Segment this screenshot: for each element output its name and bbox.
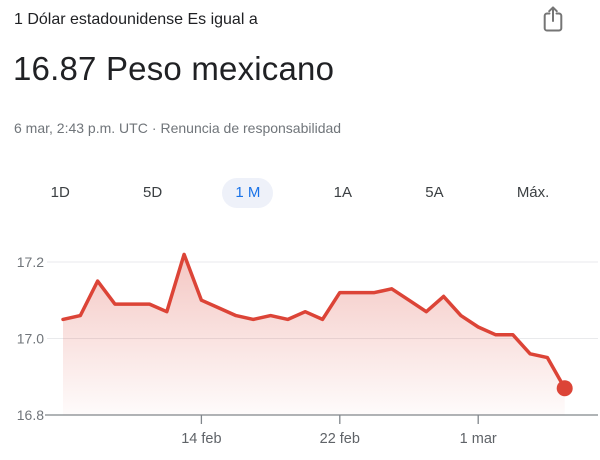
current-value-dot [556,380,573,397]
series-area-fill [63,254,565,415]
meta-separator: · [151,120,157,136]
x-axis-label: 1 mar [460,431,497,447]
tab-5d[interactable]: 5D [130,178,175,208]
timestamp-row: 6 mar, 2:43 p.m. UTC · Renuncia de respons… [14,119,341,138]
tab-1a[interactable]: 1A [321,178,365,208]
share-icon [543,6,563,32]
y-axis-label: 16.8 [17,407,44,423]
series-line [61,252,567,390]
y-axis-label: 17.2 [17,254,44,270]
timestamp: 6 mar, 2:43 p.m. UTC [14,120,148,136]
exchange-rate-chart[interactable]: 17.2 17.0 16.8 14 feb 22 feb 1 mar [0,240,600,460]
chart-canvas[interactable]: 17.2 17.0 16.8 14 feb 22 feb 1 mar [0,240,600,460]
tab-1d[interactable]: 1D [38,178,83,208]
tab-5a[interactable]: 5A [412,178,456,208]
x-axis-label: 14 feb [181,431,221,447]
x-axis-label: 22 feb [320,431,360,447]
conversion-rate: 16.87 Peso mexicano [13,50,335,87]
tab-max[interactable]: Máx. [504,178,563,208]
share-button[interactable] [536,3,570,37]
tab-1m[interactable]: 1 M [222,178,274,208]
y-axis-label: 17.0 [17,331,44,347]
range-tabs: 1D 5D 1 M 1A 5A Máx. [14,176,586,210]
disclaimer-link[interactable]: Renuncia de responsabilidad [160,120,342,136]
conversion-subtitle: 1 Dólar estadounidense Es igual a [14,11,258,28]
